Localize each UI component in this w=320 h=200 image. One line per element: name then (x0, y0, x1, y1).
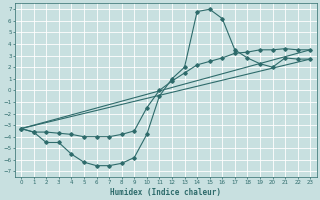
X-axis label: Humidex (Indice chaleur): Humidex (Indice chaleur) (110, 188, 221, 197)
